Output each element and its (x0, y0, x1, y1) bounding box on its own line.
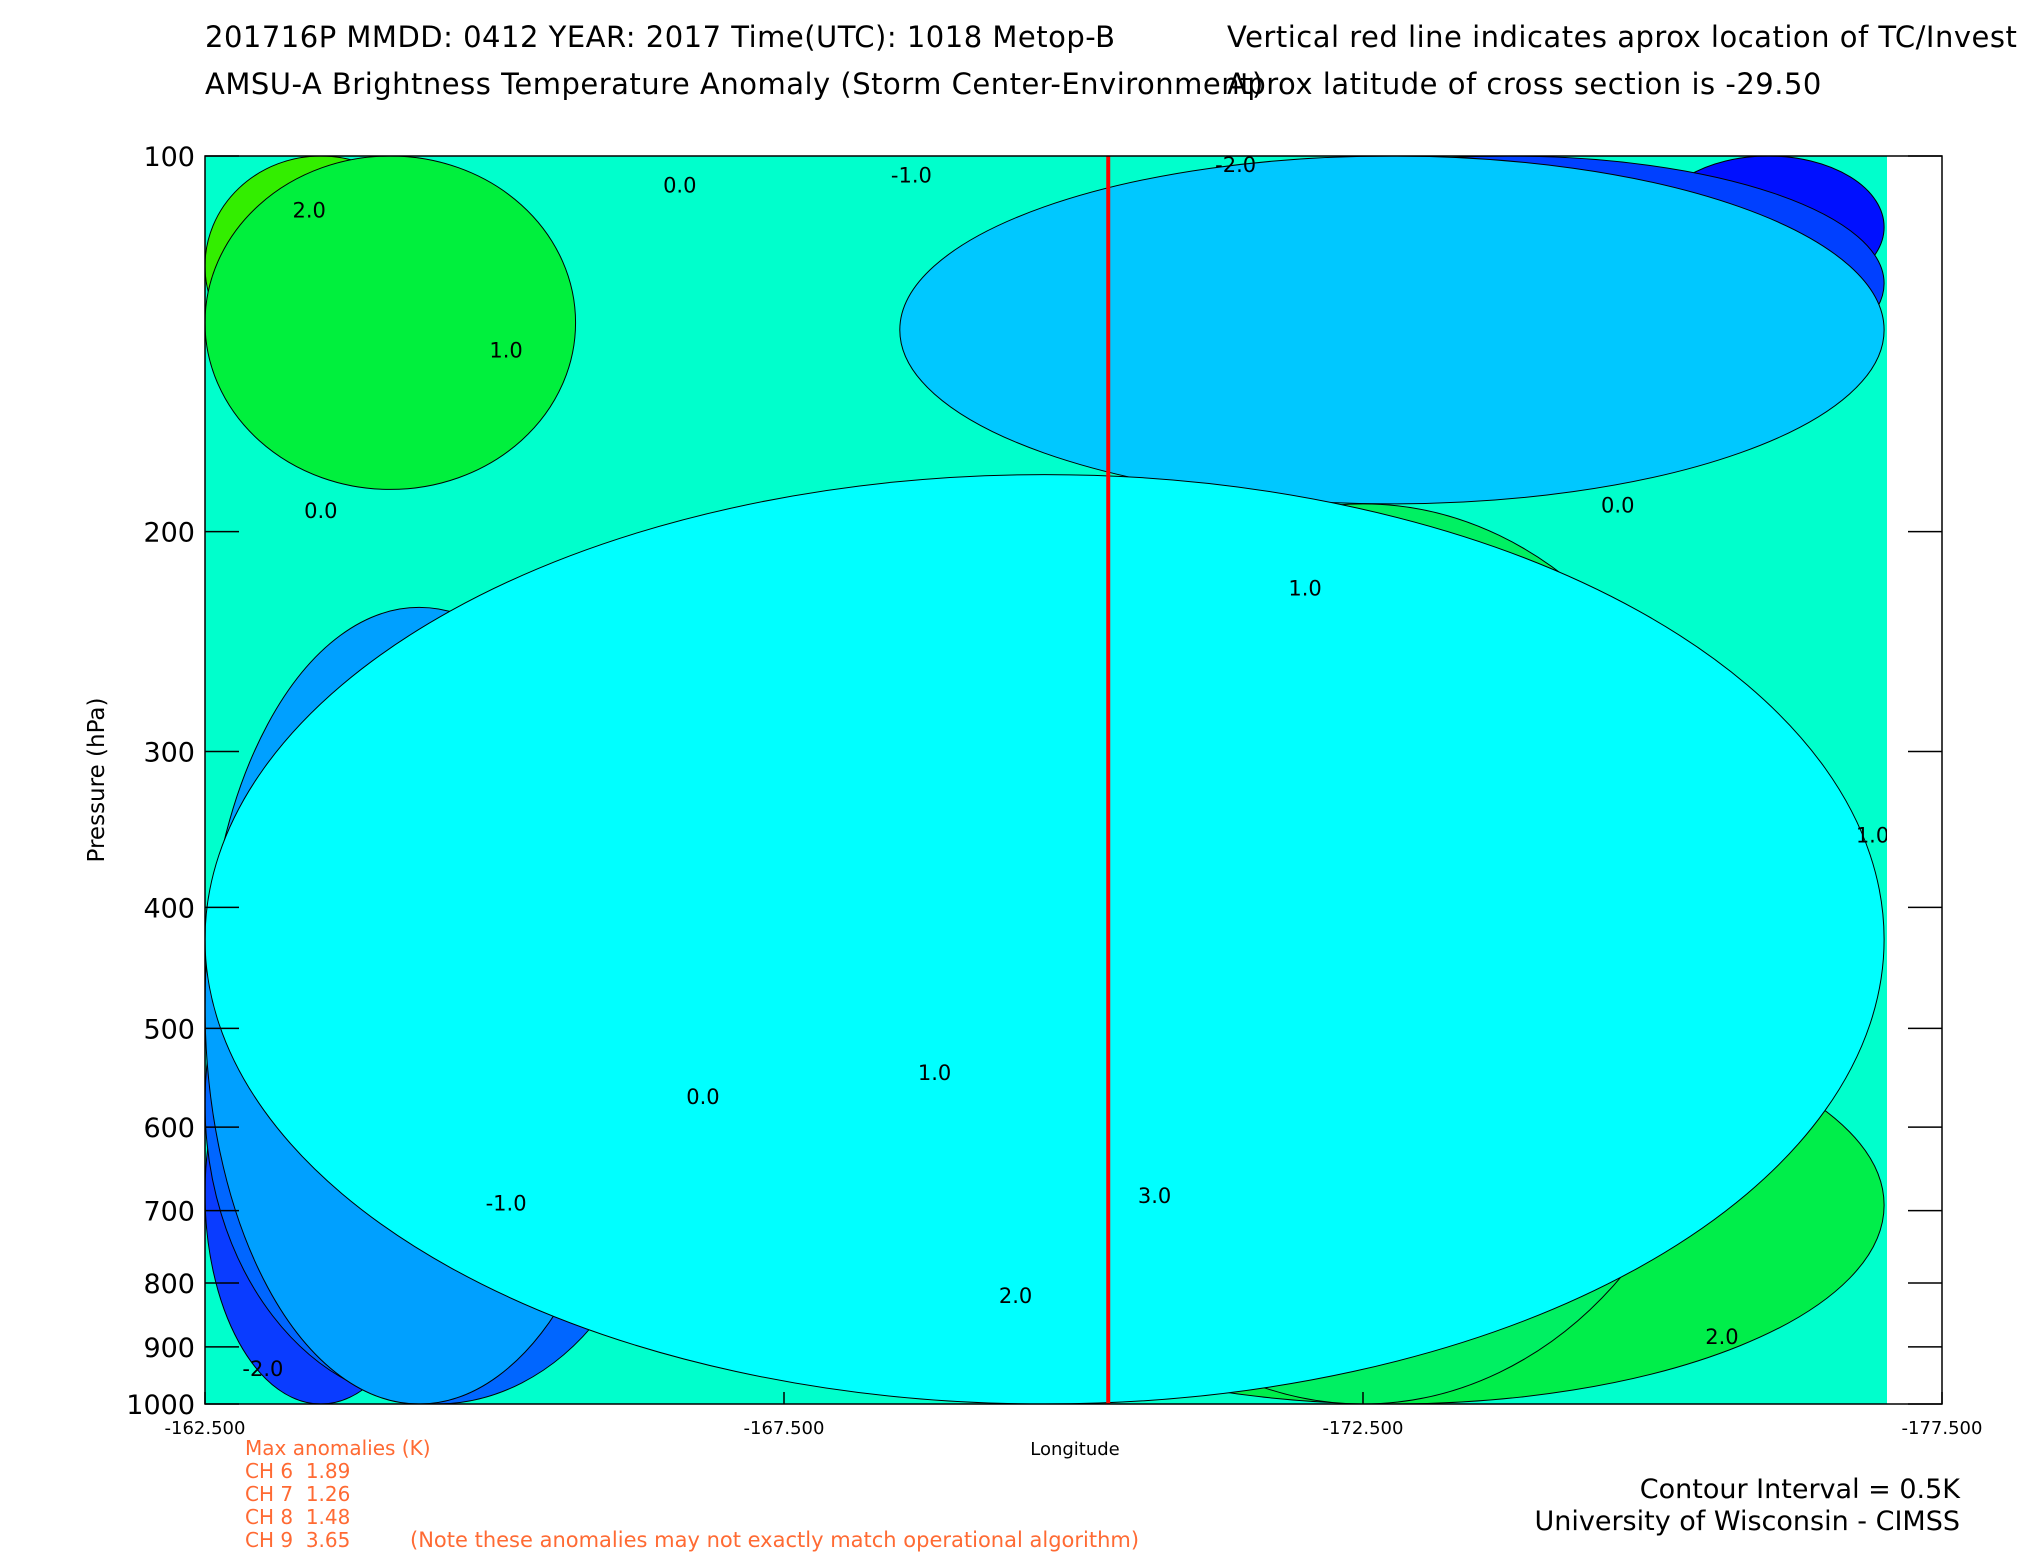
contour-label: 3.0 (1138, 1184, 1171, 1208)
anomalies-title: Max anomalies (K) (245, 1436, 431, 1460)
x-tick-label: -172.500 (1323, 1418, 1404, 1439)
anomaly-label: CH 8 (245, 1505, 294, 1529)
y-tick-label: 1000 (126, 1390, 195, 1421)
x-tick-label: -162.500 (165, 1418, 246, 1439)
contour-label: -1.0 (891, 163, 932, 187)
contour-label: 1.0 (489, 338, 522, 362)
y-axis: 100 200 300 400 500 600 700 800 900 1000 (126, 142, 1942, 1421)
anomaly-value: 3.65 (305, 1528, 351, 1552)
contour-label: -2.0 (1215, 153, 1256, 177)
anomaly-value: 1.48 (305, 1505, 351, 1529)
y-tick-label: 400 (143, 893, 195, 924)
contour-label: -2.0 (242, 1357, 283, 1381)
y-tick-label: 200 (143, 518, 195, 549)
anomaly-label: CH 6 (245, 1459, 294, 1483)
header-latitude-note: Aprox latitude of cross section is -29.5… (1227, 67, 1822, 101)
header-red-line-note: Vertical red line indicates aprox locati… (1227, 20, 2018, 54)
contour-label: 1.0 (1856, 824, 1889, 848)
anomaly-row-ch8: CH 8 1.48 (245, 1505, 350, 1529)
contour-label: 2.0 (999, 1284, 1032, 1308)
contour-region-12 (899, 156, 1885, 505)
contour-label: 0.0 (304, 499, 337, 523)
y-tick-label: 900 (143, 1333, 195, 1364)
y-tick-label: 300 (143, 737, 195, 768)
contour-label: 1.0 (1288, 577, 1321, 601)
anomaly-value: 1.26 (305, 1482, 351, 1506)
y-tick-label: 700 (143, 1197, 195, 1228)
anomaly-label: CH 9 (245, 1528, 294, 1552)
contour-label: 0.0 (1601, 493, 1634, 517)
anomaly-row-ch7: CH 7 1.26 (245, 1482, 350, 1506)
contour-label: -1.0 (486, 1192, 527, 1216)
x-axis: -162.500 -167.500 -172.500 -177.500 (165, 1392, 1983, 1439)
y-axis-title: Pressure (hPa) (84, 698, 110, 863)
plot-frame (204, 155, 1943, 1405)
contour-interval-label: Contour Interval = 0.5K (1639, 1474, 1960, 1505)
x-tick-label: -167.500 (744, 1418, 825, 1439)
contour-label: 0.0 (663, 174, 696, 198)
contour-labels: 2.0 1.0 0.0 -1.0 -2.0 0.0 0.0 1.0 1.0 0.0 1.0 -1.0 3… (242, 153, 1889, 1381)
x-tick-label: -177.500 (1902, 1418, 1983, 1439)
contour-label: 0.0 (686, 1085, 719, 1109)
y-tick-label: 600 (143, 1113, 195, 1144)
anomaly-label: CH 7 (245, 1482, 294, 1506)
credit-label: University of Wisconsin - CIMSS (1534, 1506, 1960, 1537)
contour-label: 2.0 (293, 198, 326, 222)
anomalies-note: (Note these anomalies may not exactly ma… (410, 1528, 1140, 1552)
anomaly-row-ch9: CH 9 3.65 (245, 1528, 350, 1552)
header-product-title: AMSU-A Brightness Temperature Anomaly (S… (205, 67, 1264, 101)
anomaly-row-ch6: CH 6 1.89 (245, 1459, 350, 1483)
x-axis-title: Longitude (1030, 1439, 1120, 1460)
y-tick-label: 100 (143, 142, 195, 173)
y-tick-label: 500 (143, 1014, 195, 1045)
contour-region-1 (205, 156, 577, 490)
contour-field (205, 156, 1887, 1404)
anomaly-value: 1.89 (305, 1459, 351, 1483)
contour-region-13 (205, 474, 1885, 1404)
y-tick-label: 800 (143, 1269, 195, 1300)
contour-label: 2.0 (1705, 1325, 1738, 1349)
contour-label: 1.0 (918, 1061, 951, 1085)
header-run-info: 201716P MMDD: 0412 YEAR: 2017 Time(UTC):… (205, 20, 1116, 54)
